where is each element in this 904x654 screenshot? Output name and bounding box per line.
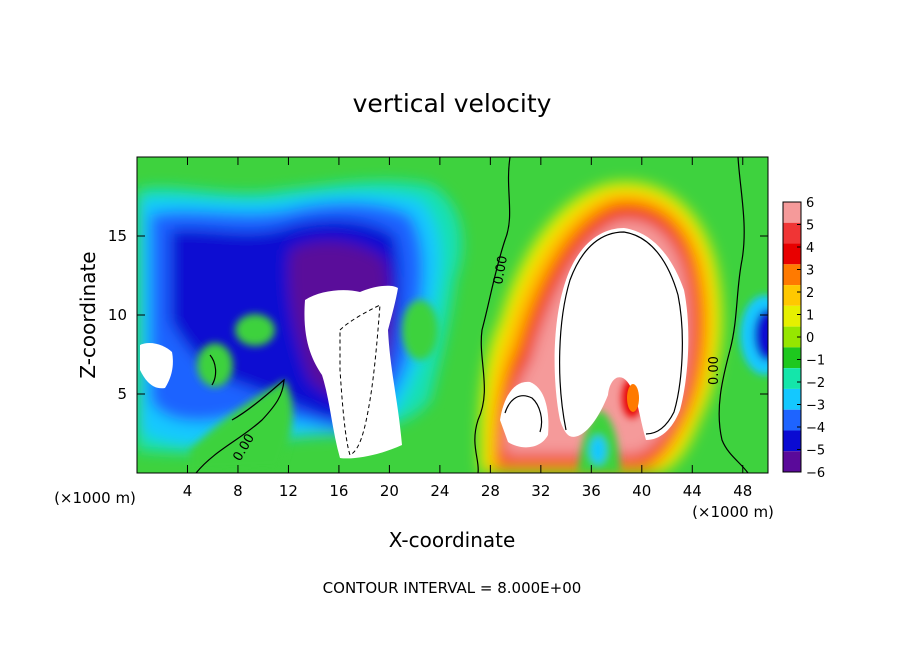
chart-title: vertical velocity (353, 89, 552, 118)
x-tick-label: 24 (430, 482, 449, 500)
y-axis-title: Z-coordinate (76, 251, 100, 378)
x-tick-label: 36 (582, 482, 601, 500)
x-tick-label: 12 (279, 482, 298, 500)
x-tick-label: 44 (683, 482, 702, 500)
colorbar-swatch (783, 388, 801, 410)
colorbar-label: −4 (806, 421, 825, 436)
x-tick-label: 48 (733, 482, 752, 500)
contour-interval-note: CONTOUR INTERVAL = 8.000E+00 (323, 579, 582, 597)
colorbar-label: 1 (806, 309, 814, 324)
contour-label-right: 0.00 (707, 356, 722, 385)
colorbar: 6 5 4 3 2 1 0 −1 −2 −3 −4 −5 −6 (782, 196, 825, 481)
y-tick-label: 5 (117, 385, 127, 403)
downdraft-core (140, 285, 402, 459)
colorbar-swatch (783, 202, 801, 223)
x-tick-label: 16 (329, 482, 348, 500)
updraft-core (500, 228, 689, 448)
x-tick-label: 8 (233, 482, 243, 500)
x-tick-label: 4 (183, 482, 193, 500)
y-axis: 5 10 15 (108, 227, 768, 403)
x-tick-label: 32 (531, 482, 550, 500)
colorbar-swatch (783, 409, 801, 431)
colorbar-label: 4 (806, 241, 814, 256)
colorbar-label: −2 (806, 376, 825, 391)
colorbar-label: 2 (806, 286, 814, 301)
colorbar-label: −3 (806, 399, 825, 414)
colorbar-swatch (783, 222, 801, 244)
x-unit-right: (×1000 m) (692, 503, 774, 521)
x-tick-label: 40 (632, 482, 651, 500)
colorbar-label: −5 (806, 444, 825, 459)
plot-area: 0.00 0.00 0.00 (137, 157, 768, 473)
colorbar-label: 6 (806, 196, 814, 211)
colorbar-label: 3 (806, 264, 814, 279)
colorbar-swatch (783, 347, 801, 369)
x-unit-left: (×1000 m) (54, 489, 136, 507)
colorbar-swatch (783, 305, 801, 327)
colorbar-label: 5 (806, 219, 814, 234)
x-tick-label: 20 (380, 482, 399, 500)
x-tick-label: 28 (481, 482, 500, 500)
embedded-green (190, 300, 438, 473)
contour-label-mid: 0.00 (491, 255, 511, 286)
colorbar-swatch (783, 326, 801, 348)
contour-lines (195, 157, 749, 473)
colorbar-label: 0 (806, 331, 814, 346)
y-tick-label: 10 (108, 306, 127, 324)
colorbar-swatch (783, 368, 801, 389)
colorbar-swatch (783, 285, 801, 306)
colorbar-swatch (783, 243, 801, 265)
colorbar-label: −6 (806, 466, 825, 481)
x-axis-title: X-coordinate (389, 528, 516, 552)
colorbar-swatch (783, 430, 801, 452)
colorbar-swatch (783, 451, 801, 472)
x-axis: 4 8 12 16 20 24 28 32 36 40 44 48 (183, 157, 752, 500)
colorbar-swatch (783, 264, 801, 286)
colorbar-label: −1 (806, 354, 825, 369)
y-tick-label: 15 (108, 227, 127, 245)
